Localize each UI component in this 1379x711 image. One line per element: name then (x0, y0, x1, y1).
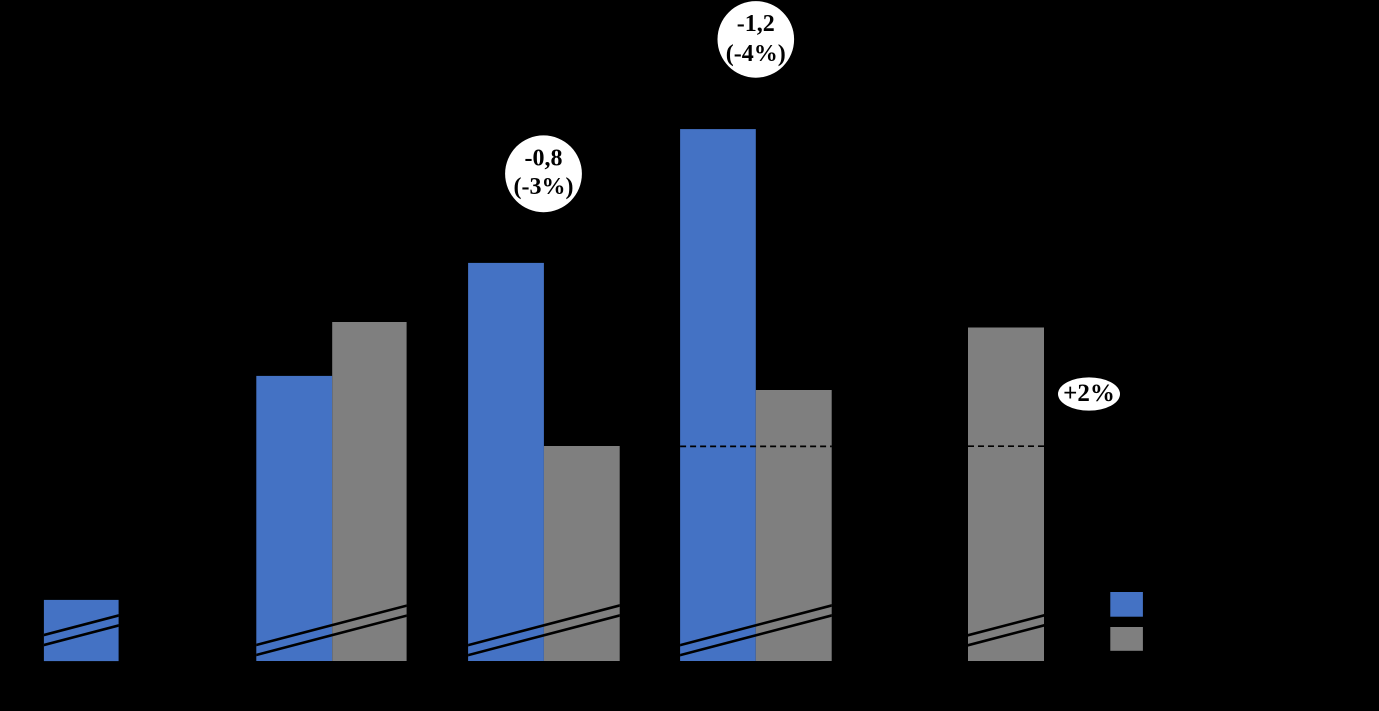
svg-text:+2%: +2% (1063, 380, 1115, 407)
svg-text:(-3%): (-3%) (514, 174, 574, 200)
svg-text:-0,8: -0,8 (525, 146, 563, 172)
svg-text:(-4%): (-4%) (726, 41, 786, 67)
svg-text:-1,2: -1,2 (737, 11, 775, 37)
